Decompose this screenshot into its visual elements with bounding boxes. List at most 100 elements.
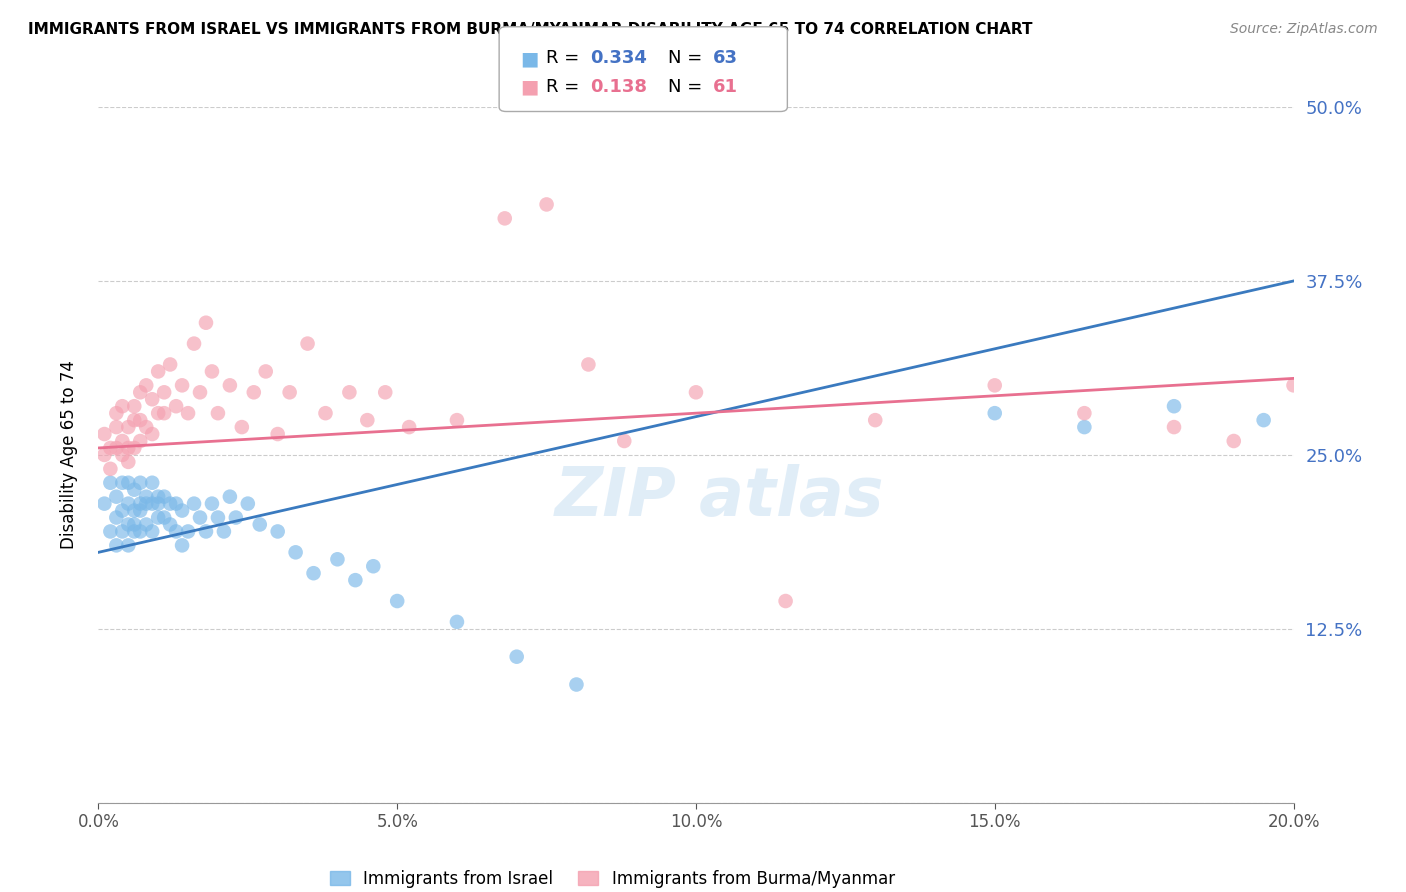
Text: ■: ■ <box>520 49 538 68</box>
Point <box>326 552 349 566</box>
Text: R =: R = <box>546 78 585 95</box>
Point <box>207 406 229 420</box>
Point <box>124 483 146 497</box>
Point <box>148 364 170 378</box>
Point <box>153 406 176 420</box>
Point <box>141 497 163 511</box>
Point <box>165 524 187 539</box>
Point <box>219 490 242 504</box>
Point <box>111 475 134 490</box>
Point <box>135 378 157 392</box>
Point <box>195 316 218 330</box>
Point <box>129 385 152 400</box>
Point <box>100 524 122 539</box>
Point <box>100 475 122 490</box>
Point <box>339 385 360 400</box>
Point <box>172 538 194 552</box>
Point <box>1163 399 1185 413</box>
Point <box>165 399 187 413</box>
Point <box>278 385 301 400</box>
Point <box>685 385 707 400</box>
Text: N =: N = <box>668 78 707 95</box>
Point <box>172 378 194 392</box>
Point <box>315 406 337 420</box>
Point <box>105 538 128 552</box>
Point <box>159 497 181 511</box>
Point <box>231 420 253 434</box>
Text: N =: N = <box>668 49 707 67</box>
Text: ZIP atlas: ZIP atlas <box>555 464 884 530</box>
Y-axis label: Disability Age 65 to 74: Disability Age 65 to 74 <box>59 360 77 549</box>
Point <box>984 406 1007 420</box>
Point <box>297 336 319 351</box>
Text: 0.334: 0.334 <box>591 49 647 67</box>
Point <box>141 427 163 442</box>
Point <box>446 615 468 629</box>
Point <box>1223 434 1246 448</box>
Point <box>984 378 1007 392</box>
Point <box>578 358 600 372</box>
Point <box>117 497 139 511</box>
Point <box>398 420 420 434</box>
Point <box>153 510 176 524</box>
Point <box>506 649 529 664</box>
Point <box>100 441 122 455</box>
Point <box>775 594 797 608</box>
Point <box>105 441 128 455</box>
Point <box>177 406 200 420</box>
Point <box>153 490 176 504</box>
Point <box>124 413 146 427</box>
Point <box>105 510 128 524</box>
Point <box>188 385 211 400</box>
Point <box>111 524 134 539</box>
Point <box>117 538 139 552</box>
Point <box>124 524 146 539</box>
Point <box>195 524 218 539</box>
Text: 63: 63 <box>713 49 738 67</box>
Point <box>159 517 181 532</box>
Point <box>172 503 194 517</box>
Point <box>1253 413 1275 427</box>
Point <box>254 364 277 378</box>
Point <box>93 497 115 511</box>
Point <box>135 497 157 511</box>
Point <box>374 385 396 400</box>
Point <box>129 413 152 427</box>
Text: ■: ■ <box>520 78 538 96</box>
Point <box>111 434 134 448</box>
Point <box>148 510 170 524</box>
Point <box>356 413 378 427</box>
Text: Source: ZipAtlas.com: Source: ZipAtlas.com <box>1230 22 1378 37</box>
Point <box>267 427 290 442</box>
Point <box>212 524 235 539</box>
Point <box>385 594 409 608</box>
Point <box>135 490 157 504</box>
Point <box>105 420 128 434</box>
Point <box>302 566 325 581</box>
Point <box>117 441 139 455</box>
Point <box>93 448 115 462</box>
Point <box>344 573 367 587</box>
Point <box>117 475 139 490</box>
Point <box>219 378 242 392</box>
Point <box>183 497 205 511</box>
Point <box>93 427 115 442</box>
Point <box>188 510 211 524</box>
Point <box>363 559 385 574</box>
Point <box>165 497 187 511</box>
Point <box>111 448 134 462</box>
Point <box>111 399 134 413</box>
Point <box>141 392 163 407</box>
Point <box>124 517 146 532</box>
Point <box>141 475 163 490</box>
Point <box>129 434 152 448</box>
Point <box>207 510 229 524</box>
Point <box>1073 406 1095 420</box>
Point <box>225 510 247 524</box>
Point <box>284 545 307 559</box>
Point <box>1073 420 1095 434</box>
Point <box>117 420 139 434</box>
Point <box>565 677 588 691</box>
Point <box>159 358 181 372</box>
Point <box>129 475 152 490</box>
